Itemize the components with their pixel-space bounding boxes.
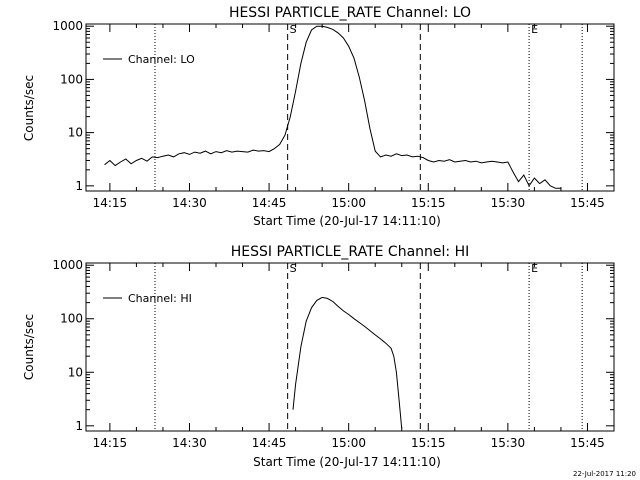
marker-label: S — [290, 262, 297, 275]
x-tick-label: 15:45 — [570, 436, 605, 450]
legend-label: Channel: HI — [128, 292, 192, 305]
x-tick-label: 15:30 — [491, 196, 526, 210]
x-tick-label: 14:45 — [252, 436, 287, 450]
x-tick-label: 14:30 — [172, 196, 207, 210]
x-axis-label: Start Time (20-Jul-17 14:11:10) — [253, 455, 441, 469]
y-tick-label: 1000 — [52, 258, 83, 272]
x-tick-label: 15:15 — [411, 436, 446, 450]
x-tick-label: 14:45 — [252, 196, 287, 210]
y-axis-label: Counts/sec — [22, 75, 36, 141]
x-tick-label: 15:30 — [491, 436, 526, 450]
marker-label: E — [531, 262, 538, 275]
x-tick-label: 15:45 — [570, 196, 605, 210]
panel-title: HESSI PARTICLE_RATE Channel: LO — [229, 5, 471, 21]
y-axis-label: Counts/sec — [22, 314, 36, 380]
x-tick-label: 15:00 — [331, 436, 366, 450]
series-line — [104, 25, 561, 189]
y-tick-label: 1 — [75, 419, 83, 433]
series-line — [292, 296, 403, 429]
x-tick-label: 14:15 — [93, 436, 128, 450]
panel-lo: HESSI PARTICLE_RATE Channel: LO Counts/s… — [22, 5, 615, 228]
marker-label: S — [290, 23, 297, 36]
plot-area: 1 10 100 1000 14:15 14:30 14:45 15:00 15:15 15:30… — [52, 19, 615, 210]
y-tick-label: 10 — [68, 365, 83, 379]
plot-area: 1 10 100 1000 14:15 14:30 14:45 15:00 15:15 15:30… — [52, 258, 615, 450]
x-tick-label: 14:30 — [172, 436, 207, 450]
y-tick-label: 100 — [60, 72, 83, 86]
legend-label: Channel: LO — [128, 53, 195, 66]
y-tick-label: 10 — [68, 126, 83, 140]
y-tick-label: 1000 — [52, 19, 83, 33]
footer-timestamp: 22-Jul-2017 11:20 — [573, 470, 636, 478]
x-tick-label: 15:15 — [411, 196, 446, 210]
y-tick-label: 100 — [60, 312, 83, 326]
x-tick-label: 15:00 — [331, 196, 366, 210]
panel-hi: HESSI PARTICLE_RATE Channel: HI Counts/s… — [22, 244, 615, 469]
x-tick-label: 14:15 — [93, 196, 128, 210]
y-tick-label: 1 — [75, 179, 83, 193]
plot-frame — [85, 262, 615, 432]
marker-label: E — [531, 23, 538, 36]
x-axis-label: Start Time (20-Jul-17 14:11:10) — [253, 214, 441, 228]
panel-title: HESSI PARTICLE_RATE Channel: HI — [231, 244, 469, 260]
